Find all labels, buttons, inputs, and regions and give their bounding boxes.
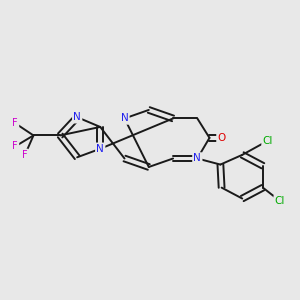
Text: F: F xyxy=(12,141,18,152)
Text: N: N xyxy=(73,112,81,122)
Text: F: F xyxy=(22,150,28,160)
Text: N: N xyxy=(194,154,201,164)
Text: Cl: Cl xyxy=(275,196,285,206)
Text: O: O xyxy=(218,133,226,143)
Text: N: N xyxy=(96,144,104,154)
Text: Cl: Cl xyxy=(262,136,273,146)
Text: F: F xyxy=(12,118,18,128)
Text: N: N xyxy=(121,113,128,123)
